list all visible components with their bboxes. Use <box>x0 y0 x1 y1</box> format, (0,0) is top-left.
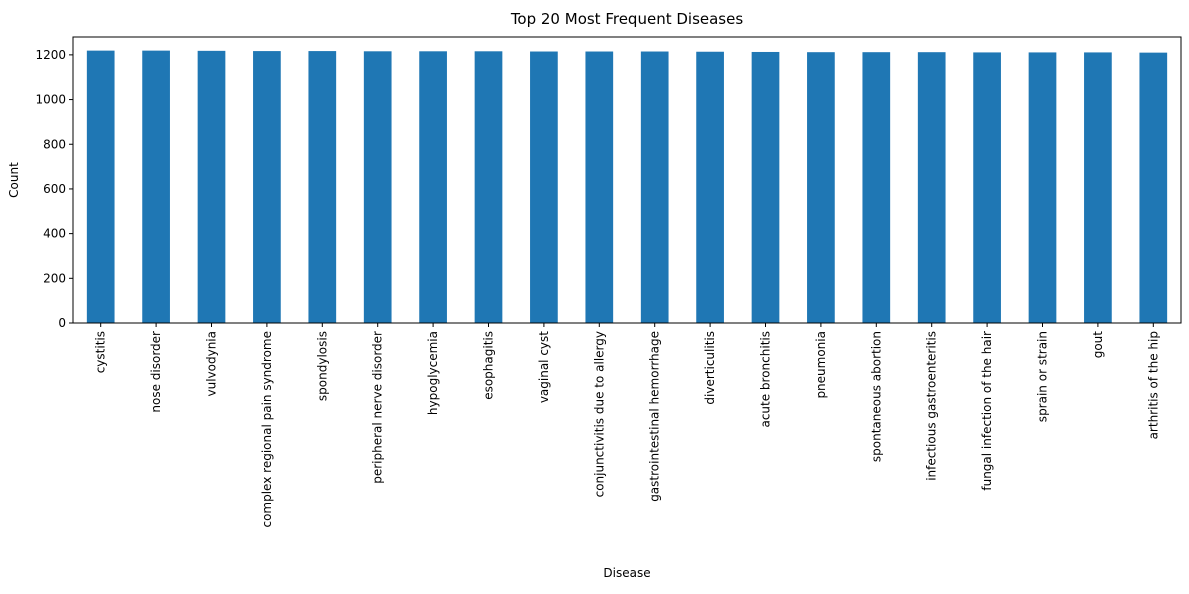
bar <box>474 51 503 324</box>
y-tick-label: 1000 <box>35 93 66 107</box>
x-tick-label: fungal infection of the hair <box>980 331 994 491</box>
x-tick-label: infectious gastroenteritis <box>925 331 939 481</box>
x-tick-label: peripheral nerve disorder <box>371 331 385 484</box>
bar <box>973 52 1001 324</box>
bar <box>363 51 392 324</box>
bar <box>142 50 170 323</box>
x-axis: cystitis nose disorder vulvodynia complex r… <box>94 323 1160 528</box>
bars-layer <box>86 50 1168 324</box>
x-tick-label: nose disorder <box>149 331 163 413</box>
x-tick-label: complex regional pain syndrome <box>260 331 274 528</box>
bar <box>585 51 614 324</box>
bar <box>308 51 337 323</box>
chart-title: Top 20 Most Frequent Diseases <box>510 10 744 28</box>
x-tick-label: acute bronchitis <box>759 331 773 428</box>
bar <box>751 51 780 323</box>
x-tick-label: diverticulitis <box>703 331 717 405</box>
bar <box>253 51 281 323</box>
x-tick-label: conjunctivitis due to allergy <box>592 331 606 497</box>
x-axis-label: Disease <box>603 566 650 580</box>
x-tick-label: arthritis of the hip <box>1146 331 1160 439</box>
bar <box>862 52 891 323</box>
plot-frame <box>72 36 1182 324</box>
x-tick-label: hypoglycemia <box>426 331 440 415</box>
y-tick-label: 400 <box>43 227 66 241</box>
x-tick-label: pneumonia <box>814 331 828 399</box>
bar <box>696 51 724 323</box>
x-tick-label: cystitis <box>94 331 108 373</box>
y-axis: 0 200 400 600 800 1000 1200 <box>35 48 73 330</box>
y-axis-label: Count <box>7 162 21 198</box>
x-tick-label: gout <box>1091 331 1105 359</box>
y-tick-label: 1200 <box>35 48 66 62</box>
x-tick-label: esophagitis <box>482 331 496 400</box>
bar <box>530 51 558 324</box>
x-tick-label: spontaneous abortion <box>869 331 883 462</box>
x-tick-label: spondylosis <box>315 331 329 401</box>
bar <box>807 52 835 323</box>
x-tick-label: sprain or strain <box>1036 331 1050 422</box>
bar <box>1028 52 1057 324</box>
y-tick-label: 600 <box>43 182 66 196</box>
bar <box>197 50 226 323</box>
bar <box>640 51 669 324</box>
bar <box>917 52 946 323</box>
x-tick-label: gastrointestinal hemorrhage <box>648 331 662 502</box>
bar <box>86 50 115 323</box>
bar <box>1084 52 1112 324</box>
y-tick-label: 800 <box>43 137 66 151</box>
y-tick-label: 0 <box>58 316 66 330</box>
bar <box>419 51 447 324</box>
x-tick-label: vaginal cyst <box>537 331 551 403</box>
y-tick-label: 200 <box>43 271 66 285</box>
bar <box>1139 52 1168 323</box>
x-tick-label: vulvodynia <box>205 331 219 397</box>
